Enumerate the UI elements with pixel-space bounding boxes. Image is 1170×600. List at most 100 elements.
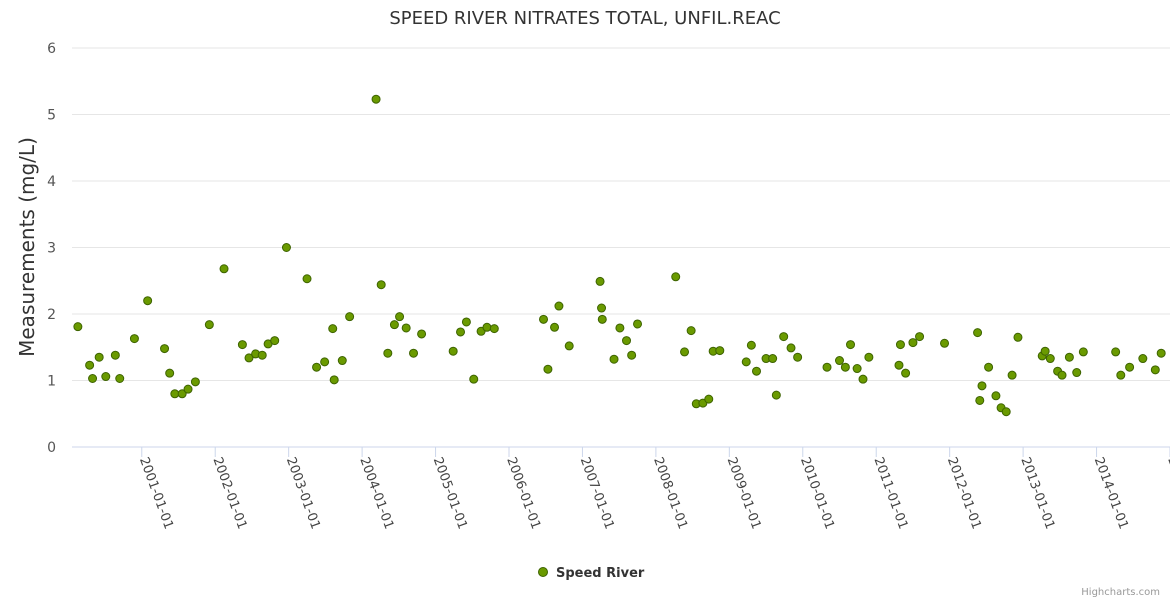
- data-point[interactable]: [1116, 370, 1126, 380]
- data-point[interactable]: [984, 362, 994, 372]
- data-point[interactable]: [1057, 370, 1067, 380]
- data-point[interactable]: [401, 323, 411, 333]
- legend[interactable]: Speed River: [538, 566, 645, 581]
- data-point[interactable]: [1111, 347, 1121, 357]
- data-point[interactable]: [554, 301, 564, 311]
- data-point[interactable]: [469, 374, 479, 384]
- data-point[interactable]: [237, 340, 247, 350]
- data-point[interactable]: [864, 352, 874, 362]
- data-point[interactable]: [597, 303, 607, 313]
- data-point[interactable]: [101, 372, 111, 382]
- data-point[interactable]: [627, 350, 637, 360]
- data-point[interactable]: [793, 352, 803, 362]
- data-point[interactable]: [165, 368, 175, 378]
- data-point[interactable]: [448, 346, 458, 356]
- data-point[interactable]: [389, 320, 399, 330]
- credits-link[interactable]: Highcharts.com: [1081, 587, 1160, 598]
- data-point[interactable]: [686, 326, 696, 336]
- data-point[interactable]: [1078, 347, 1088, 357]
- data-point[interactable]: [786, 343, 796, 353]
- data-point[interactable]: [1007, 370, 1017, 380]
- data-point[interactable]: [1150, 365, 1160, 375]
- data-point[interactable]: [1045, 354, 1055, 364]
- data-point[interactable]: [337, 356, 347, 366]
- data-point[interactable]: [973, 328, 983, 338]
- data-point[interactable]: [110, 350, 120, 360]
- data-point[interactable]: [329, 375, 339, 385]
- data-point[interactable]: [312, 362, 322, 372]
- legend-label[interactable]: Speed River: [556, 566, 645, 581]
- data-point[interactable]: [715, 346, 725, 356]
- data-point[interactable]: [915, 332, 925, 342]
- data-point[interactable]: [539, 314, 549, 324]
- data-point[interactable]: [908, 338, 918, 348]
- data-point[interactable]: [482, 322, 492, 332]
- data-point[interactable]: [901, 368, 911, 378]
- data-point[interactable]: [244, 353, 254, 363]
- data-point[interactable]: [461, 317, 471, 327]
- data-point[interactable]: [991, 391, 1001, 401]
- data-point[interactable]: [894, 360, 904, 370]
- data-point[interactable]: [190, 377, 200, 387]
- data-point[interactable]: [609, 354, 619, 364]
- data-point[interactable]: [752, 366, 762, 376]
- data-point[interactable]: [1156, 348, 1166, 358]
- data-point[interactable]: [940, 338, 950, 348]
- legend-marker-icon[interactable]: [538, 567, 548, 577]
- data-point[interactable]: [597, 314, 607, 324]
- data-point[interactable]: [840, 362, 850, 372]
- data-point[interactable]: [1072, 368, 1082, 378]
- data-point[interactable]: [615, 323, 625, 333]
- data-point[interactable]: [395, 312, 405, 322]
- series-speed-river[interactable]: [73, 94, 1166, 417]
- data-point[interactable]: [143, 296, 153, 306]
- data-point[interactable]: [94, 352, 104, 362]
- data-point[interactable]: [383, 348, 393, 358]
- data-point[interactable]: [302, 274, 312, 284]
- data-point[interactable]: [779, 332, 789, 342]
- data-point[interactable]: [671, 272, 681, 282]
- data-point[interactable]: [328, 324, 338, 334]
- data-point[interactable]: [633, 319, 643, 329]
- data-point[interactable]: [975, 395, 985, 405]
- data-point[interactable]: [746, 340, 756, 350]
- data-point[interactable]: [371, 94, 381, 104]
- data-point[interactable]: [115, 374, 125, 384]
- data-point[interactable]: [858, 374, 868, 384]
- data-point[interactable]: [170, 389, 180, 399]
- data-point[interactable]: [1040, 346, 1050, 356]
- data-point[interactable]: [88, 374, 98, 384]
- data-point[interactable]: [768, 354, 778, 364]
- data-point[interactable]: [822, 362, 832, 372]
- data-point[interactable]: [977, 381, 987, 391]
- data-point[interactable]: [489, 324, 499, 334]
- data-point[interactable]: [183, 384, 193, 394]
- data-point[interactable]: [622, 336, 632, 346]
- data-point[interactable]: [595, 276, 605, 286]
- data-point[interactable]: [320, 357, 330, 367]
- data-point[interactable]: [834, 356, 844, 366]
- data-point[interactable]: [409, 348, 419, 358]
- data-point[interactable]: [417, 329, 427, 339]
- data-point[interactable]: [564, 341, 574, 351]
- data-point[interactable]: [73, 322, 83, 332]
- data-point[interactable]: [204, 320, 214, 330]
- data-point[interactable]: [1125, 362, 1135, 372]
- data-point[interactable]: [771, 390, 781, 400]
- data-point[interactable]: [543, 364, 553, 374]
- data-point[interactable]: [1064, 352, 1074, 362]
- data-point[interactable]: [376, 280, 386, 290]
- data-point[interactable]: [895, 340, 905, 350]
- data-point[interactable]: [704, 394, 714, 404]
- data-point[interactable]: [680, 347, 690, 357]
- data-point[interactable]: [281, 243, 291, 252]
- data-point[interactable]: [85, 360, 95, 370]
- data-point[interactable]: [1013, 332, 1023, 342]
- data-point[interactable]: [129, 334, 139, 344]
- data-point[interactable]: [741, 357, 751, 367]
- data-point[interactable]: [177, 389, 187, 399]
- data-point[interactable]: [257, 350, 267, 360]
- data-point[interactable]: [160, 344, 170, 354]
- data-point[interactable]: [345, 312, 355, 322]
- data-point[interactable]: [846, 340, 856, 350]
